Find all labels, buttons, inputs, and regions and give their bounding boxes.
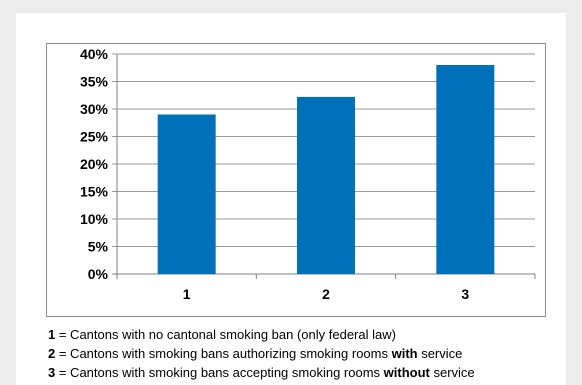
y-tick-label: 25%: [80, 129, 109, 145]
legend-item-2: 2 = Cantons with smoking bans authorizin…: [48, 344, 563, 363]
y-tick-label: 5%: [88, 239, 109, 255]
bar: [297, 96, 355, 275]
x-tick-label: 3: [461, 286, 469, 302]
y-tick-label: 15%: [80, 184, 109, 200]
legend-number: 1: [48, 327, 56, 342]
legend-number: 3: [48, 365, 56, 380]
y-tick-label: 40%: [80, 46, 109, 62]
y-tick-label: 35%: [80, 74, 109, 90]
legend-text-end: service: [417, 346, 463, 361]
legend-number: 2: [48, 346, 56, 361]
y-tick-label: 0%: [88, 266, 109, 282]
legend-item-1: 1 = Cantons with no cantonal smoking ban…: [48, 325, 563, 344]
bar-chart: 0% 5% 10% 15% 20% 25% 30% 35% 40% 1 2 3: [80, 46, 536, 302]
y-tick-label: 20%: [80, 156, 109, 172]
bar: [436, 65, 495, 274]
legend-text: = Cantons with smoking bans authorizing …: [55, 346, 392, 361]
bar: [157, 114, 216, 274]
chart-frame: 0% 5% 10% 15% 20% 25% 30% 35% 40% 1 2 3: [46, 43, 546, 317]
legend-emphasis: with: [391, 346, 418, 361]
y-tick-label: 10%: [80, 211, 109, 227]
legend: 1 = Cantons with no cantonal smoking ban…: [48, 325, 563, 382]
x-tick-label: 2: [322, 286, 330, 302]
legend-text-end: service: [429, 365, 475, 380]
legend-emphasis: without: [383, 365, 430, 380]
legend-item-3: 3 = Cantons with smoking bans accepting …: [48, 363, 563, 382]
legend-text: = Cantons with no cantonal smoking ban (…: [55, 327, 396, 342]
y-tick-label: 30%: [80, 101, 109, 117]
x-tick-label: 1: [183, 286, 191, 302]
figure-card: 0% 5% 10% 15% 20% 25% 30% 35% 40% 1 2 3 1 = Cantons…: [16, 13, 566, 385]
legend-text: = Cantons with smoking bans accepting sm…: [55, 365, 384, 380]
